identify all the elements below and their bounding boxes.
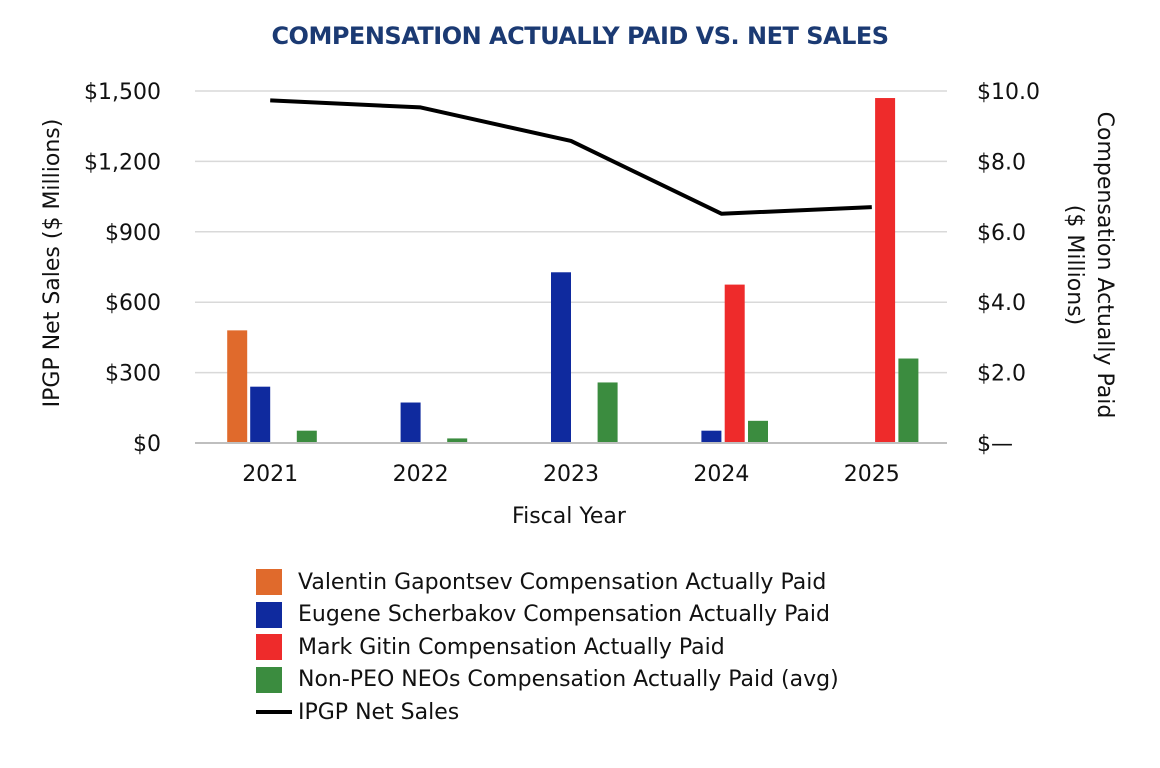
legend-swatch bbox=[256, 634, 282, 661]
y-axis-right-title-line1: Compensation Actually Paid bbox=[1092, 112, 1117, 419]
chart-title: COMPENSATION ACTUALLY PAID VS. NET SALES bbox=[271, 22, 889, 50]
bar-non-peo-2022 bbox=[447, 438, 468, 443]
bar-non-peo-2021 bbox=[296, 430, 317, 443]
x-tick-label: 2024 bbox=[693, 462, 749, 487]
left-tick-label: $900 bbox=[105, 221, 161, 246]
legend-item: Valentin Gapontsev Compensation Actually… bbox=[256, 566, 839, 599]
x-axis-title: Fiscal Year bbox=[512, 504, 627, 529]
left-tick-label: $600 bbox=[105, 291, 161, 316]
legend-swatch bbox=[256, 666, 282, 693]
left-axis-ticks: $0 $300 $600 $900 $1,200 $1,500 bbox=[84, 80, 161, 457]
legend-label: Non-PEO NEOs Compensation Actually Paid … bbox=[298, 667, 839, 693]
legend: Valentin Gapontsev Compensation Actually… bbox=[256, 566, 839, 729]
bar-eugene-2023 bbox=[551, 272, 571, 443]
legend-item: Mark Gitin Compensation Actually Paid bbox=[256, 631, 839, 664]
y-axis-right-title-line2: ($ Millions) bbox=[1062, 205, 1087, 325]
legend-label: Valentin Gapontsev Compensation Actually… bbox=[298, 569, 827, 595]
right-tick-label: $— bbox=[977, 432, 1013, 457]
legend-label: Mark Gitin Compensation Actually Paid bbox=[298, 634, 725, 660]
legend-item: Eugene Scherbakov Compensation Actually … bbox=[256, 599, 839, 632]
x-tick-label: 2023 bbox=[543, 462, 599, 487]
legend-swatch bbox=[256, 569, 282, 596]
bar-mark-2025 bbox=[875, 98, 896, 443]
legend-item: IPGP Net Sales bbox=[256, 696, 839, 729]
right-tick-label: $8.0 bbox=[977, 150, 1026, 175]
legend-swatch bbox=[256, 601, 282, 628]
bar-eugene-2024 bbox=[701, 430, 722, 443]
right-tick-label: $10.0 bbox=[977, 80, 1040, 105]
right-tick-label: $2.0 bbox=[977, 362, 1026, 387]
x-tick-label: 2021 bbox=[242, 462, 298, 487]
bars bbox=[227, 98, 919, 443]
x-tick-label: 2022 bbox=[393, 462, 449, 487]
legend-item: Non-PEO NEOs Compensation Actually Paid … bbox=[256, 664, 839, 697]
left-tick-label: $1,500 bbox=[84, 80, 161, 105]
net-sales-line bbox=[270, 98, 872, 216]
legend-line-swatch bbox=[256, 710, 292, 715]
legend-label: Eugene Scherbakov Compensation Actually … bbox=[298, 602, 830, 628]
bar-eugene-2022 bbox=[400, 402, 421, 443]
left-tick-label: $1,200 bbox=[84, 150, 161, 175]
right-axis-ticks: $— $2.0 $4.0 $6.0 $8.0 $10.0 bbox=[977, 80, 1040, 457]
right-tick-label: $6.0 bbox=[977, 221, 1026, 246]
legend-label: IPGP Net Sales bbox=[298, 699, 460, 725]
bar-eugene-2021 bbox=[250, 386, 271, 443]
x-axis: 2021 2022 2023 2024 2025 bbox=[195, 442, 947, 487]
right-tick-label: $4.0 bbox=[977, 291, 1026, 316]
bar-valentin-2021 bbox=[227, 330, 248, 443]
y-axis-left-title: IPGP Net Sales ($ Millions) bbox=[40, 119, 65, 408]
bar-non-peo-2025 bbox=[898, 358, 919, 443]
left-tick-label: $300 bbox=[105, 362, 161, 387]
bar-non-peo-2024 bbox=[748, 420, 768, 443]
x-tick-label: 2025 bbox=[844, 462, 900, 487]
chart-area: 2021 2022 2023 2024 2025 $0 $300 $600 $900 $1,20… bbox=[40, 80, 1117, 529]
net-sales-line-group bbox=[270, 98, 872, 216]
left-tick-label: $0 bbox=[133, 432, 161, 457]
bar-non-peo-2023 bbox=[597, 382, 618, 443]
bar-mark-2024 bbox=[724, 284, 745, 443]
